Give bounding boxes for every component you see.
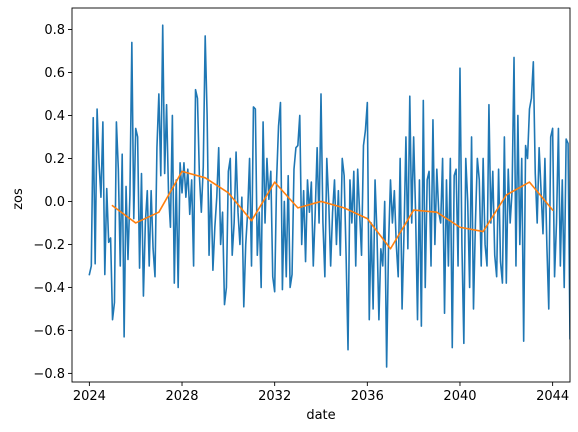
x-axis-label: date bbox=[306, 408, 335, 423]
series-line-2 bbox=[111, 170, 554, 250]
x-tick-label: 2036 bbox=[351, 389, 384, 404]
y-tick-label: 0.4 bbox=[44, 109, 65, 124]
series-layer bbox=[88, 24, 570, 368]
x-tick-label: 2032 bbox=[258, 389, 291, 404]
x-tick-label: 2044 bbox=[536, 389, 569, 404]
x-tick-label: 2040 bbox=[443, 389, 476, 404]
y-tick-label: −0.8 bbox=[33, 367, 65, 382]
y-tick-label: 0.8 bbox=[44, 23, 65, 38]
axes-frame bbox=[71, 7, 571, 383]
x-tick-label: 2024 bbox=[73, 389, 106, 404]
y-tick-label: −0.4 bbox=[33, 281, 65, 296]
series-line-1 bbox=[88, 24, 570, 368]
y-tick-label: −0.6 bbox=[33, 324, 65, 339]
y-tick-label: 0.6 bbox=[44, 66, 65, 81]
y-tick-label: 0.0 bbox=[44, 195, 65, 210]
axes-layer: 2024 2028 2032 2036 2040 2044 −0.8 −0.6 −0.4 −0.2… bbox=[33, 7, 571, 404]
y-tick-label: 0.2 bbox=[44, 152, 65, 167]
x-tick-label: 2028 bbox=[165, 389, 198, 404]
y-axis-label: zos bbox=[11, 188, 26, 210]
y-tick-label: −0.2 bbox=[33, 238, 65, 253]
